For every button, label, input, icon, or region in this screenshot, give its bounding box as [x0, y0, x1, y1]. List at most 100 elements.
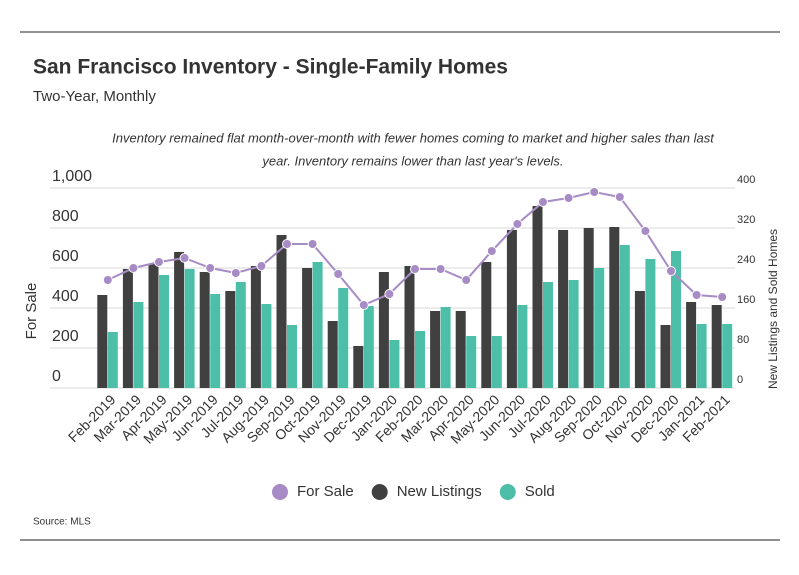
bar — [261, 304, 272, 388]
bar — [107, 332, 118, 388]
bar — [404, 266, 415, 388]
point — [256, 261, 267, 271]
bar — [415, 331, 425, 388]
y2-tick-label: 400 — [737, 174, 755, 186]
bar — [481, 262, 492, 388]
bar — [174, 252, 185, 388]
point — [205, 263, 216, 273]
bar — [302, 268, 313, 388]
bar — [338, 288, 349, 388]
bar — [97, 295, 108, 388]
point — [154, 257, 164, 267]
y2-tick-label: 160 — [737, 294, 755, 306]
point — [717, 292, 728, 302]
bar — [671, 251, 681, 388]
bar — [558, 230, 569, 388]
legend-label: For Sale — [297, 483, 354, 500]
bar — [594, 268, 605, 388]
bar — [466, 336, 477, 388]
bar — [634, 291, 645, 388]
annotation: Inventory remained flat month-over-month… — [112, 130, 715, 145]
bar — [276, 235, 287, 388]
point — [640, 226, 651, 236]
y-axis-title: For Sale — [23, 283, 40, 340]
annotation: year. Inventory remains lower than last … — [261, 153, 563, 168]
legend-swatch — [272, 484, 288, 500]
legend-swatch — [499, 484, 516, 500]
point — [179, 253, 190, 263]
bar — [327, 321, 338, 388]
bar — [184, 269, 195, 388]
point — [333, 269, 344, 279]
bar — [430, 311, 441, 388]
bar — [440, 307, 451, 388]
bar — [660, 325, 671, 388]
point — [563, 193, 574, 203]
point — [461, 275, 472, 285]
bar — [287, 325, 297, 388]
bar — [312, 262, 323, 388]
bar — [210, 294, 221, 388]
point — [435, 264, 446, 274]
point — [691, 290, 702, 300]
y-tick-label: 800 — [52, 208, 79, 225]
bar — [645, 259, 656, 388]
bar — [506, 230, 517, 388]
bar — [619, 245, 630, 388]
bar — [517, 305, 528, 388]
y2-tick-label: 320 — [737, 214, 755, 226]
point — [102, 275, 113, 285]
y2-axis-title: New Listings and Sold Homes — [766, 229, 780, 389]
y2-tick-label: 240 — [737, 254, 755, 266]
bar — [148, 264, 159, 388]
point — [538, 197, 548, 207]
bar — [122, 269, 133, 388]
bar — [389, 340, 400, 388]
point — [230, 268, 241, 278]
point — [384, 289, 395, 299]
legend-swatch — [371, 484, 388, 500]
point — [410, 264, 420, 274]
bar — [568, 280, 579, 388]
bar — [696, 324, 707, 388]
bar — [250, 266, 261, 388]
bar — [686, 302, 697, 388]
bar — [609, 227, 620, 388]
y-tick-label: 600 — [52, 248, 79, 265]
point — [589, 187, 600, 197]
point — [282, 239, 292, 249]
bar — [378, 272, 389, 388]
y2-tick-label: 80 — [737, 334, 749, 346]
legend-label: New Listings — [397, 483, 482, 500]
bar — [722, 324, 733, 388]
chart-subtitle: Two-Year, Monthly — [33, 88, 156, 105]
bar — [199, 272, 210, 388]
bar — [225, 291, 236, 388]
point — [486, 246, 497, 256]
chart-title: San Francisco Inventory - Single-Family … — [33, 56, 508, 79]
point — [512, 219, 523, 229]
point — [358, 300, 369, 310]
bar — [491, 336, 502, 388]
point — [128, 263, 139, 273]
y2-tick-label: 0 — [737, 374, 743, 386]
y-tick-label: 200 — [52, 328, 79, 345]
point — [614, 192, 625, 202]
source: Source: MLS — [33, 517, 91, 528]
point — [307, 239, 318, 249]
y-tick-label: 400 — [52, 288, 79, 305]
bar — [353, 346, 364, 388]
bar — [583, 228, 594, 388]
point — [666, 266, 676, 276]
bar — [159, 275, 169, 388]
bar — [363, 306, 374, 388]
bar — [455, 311, 466, 388]
bar — [543, 282, 553, 388]
bar — [532, 206, 543, 388]
y-tick-label: 0 — [52, 368, 61, 385]
bar — [235, 282, 246, 388]
y-tick-label: 1,000 — [52, 168, 92, 185]
bar — [133, 302, 144, 388]
bar — [711, 305, 722, 388]
